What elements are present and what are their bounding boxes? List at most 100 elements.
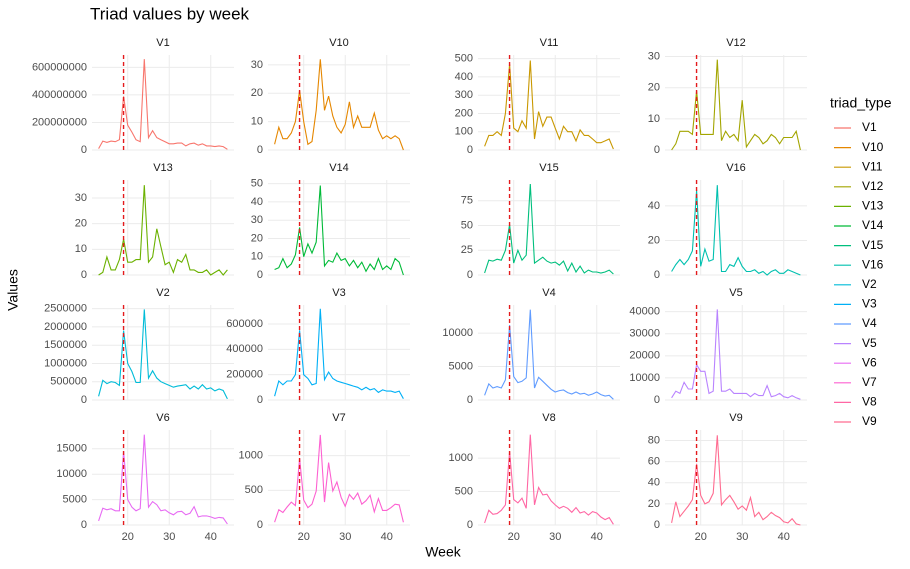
y-tick-label: 20 [648, 234, 660, 246]
panel-title: V14 [329, 162, 349, 174]
y-tick-label: 80 [648, 434, 660, 446]
y-tick-label: 10000 [629, 372, 660, 384]
y-tick-label: 0 [654, 519, 660, 531]
x-axis-label: Week [425, 544, 462, 560]
y-tick-label: 0 [257, 519, 263, 531]
y-tick-label: 500 [455, 53, 473, 65]
x-tick-label: 30 [339, 531, 351, 543]
y-tick-label: 75 [461, 195, 473, 207]
x-tick-label: 40 [381, 531, 393, 543]
y-tick-label: 10000 [442, 327, 473, 339]
y-tick-label: 200000 [226, 369, 263, 381]
panel-title: V2 [156, 287, 169, 299]
y-tick-label: 0 [81, 144, 87, 156]
data-line [671, 435, 801, 526]
x-tick-label: 40 [778, 531, 790, 543]
y-tick-label: 0 [654, 269, 660, 281]
y-tick-label: 2500000 [44, 303, 87, 315]
y-tick-label: 15000 [56, 443, 87, 455]
legend-title: triad_type [830, 95, 892, 111]
y-tick-label: 20 [75, 218, 87, 230]
y-tick-label: 30 [648, 50, 660, 62]
x-tick-label: 20 [298, 531, 310, 543]
y-tick-label: 0 [257, 394, 263, 406]
y-tick-label: 0 [81, 394, 87, 406]
panel-title: V16 [726, 162, 746, 174]
legend-label: V7 [862, 375, 877, 389]
data-line [671, 59, 801, 151]
y-tick-label: 10 [648, 113, 660, 125]
y-tick-label: 0 [654, 144, 660, 156]
y-tick-label: 40 [251, 196, 263, 208]
y-tick-label: 40 [648, 477, 660, 489]
x-tick-label: 20 [508, 531, 520, 543]
data-line [98, 309, 228, 400]
y-tick-label: 1000 [239, 450, 263, 462]
panel-title: V9 [729, 412, 742, 424]
y-tick-label: 20 [251, 232, 263, 244]
y-tick-label: 0 [467, 394, 473, 406]
y-tick-label: 50 [461, 219, 473, 231]
y-tick-label: 20000 [629, 350, 660, 362]
y-tick-label: 30 [75, 192, 87, 204]
legend-label: V3 [862, 297, 877, 311]
y-tick-label: 1500000 [44, 339, 87, 351]
legend-label: V15 [862, 238, 884, 252]
y-tick-label: 300 [455, 89, 473, 101]
y-tick-label: 200000000 [32, 116, 87, 128]
y-tick-label: 30000 [629, 328, 660, 340]
panel-title: V5 [729, 287, 742, 299]
y-tick-label: 20 [251, 87, 263, 99]
legend-label: V6 [862, 355, 877, 369]
legend-label: V5 [862, 336, 877, 350]
panel-title: V7 [332, 412, 345, 424]
y-tick-label: 5000 [63, 494, 87, 506]
legend-label: V8 [862, 395, 877, 409]
y-tick-label: 200 [455, 107, 473, 119]
panel-title: V12 [726, 37, 746, 49]
y-tick-label: 10000 [56, 468, 87, 480]
panel-title: V10 [329, 37, 349, 49]
panel-title: V11 [540, 37, 559, 49]
data-line [274, 434, 404, 523]
legend-label: V12 [862, 179, 884, 193]
y-tick-label: 500 [455, 485, 473, 497]
panel-title: V15 [539, 162, 559, 174]
data-line [671, 185, 801, 276]
y-tick-label: 500 [245, 484, 263, 496]
panel-title: V1 [156, 37, 169, 49]
y-tick-label: 400000000 [32, 89, 87, 101]
y-tick-label: 600000000 [32, 61, 87, 73]
data-line [274, 308, 404, 399]
x-tick-label: 30 [163, 531, 175, 543]
y-tick-label: 500000 [50, 376, 87, 388]
x-tick-label: 40 [205, 531, 217, 543]
x-tick-label: 20 [695, 531, 707, 543]
y-tick-label: 1000 [449, 452, 473, 464]
y-tick-label: 0 [467, 144, 473, 156]
legend-label: V2 [862, 277, 877, 291]
y-tick-label: 5000 [449, 360, 473, 372]
y-tick-label: 0 [81, 519, 87, 531]
y-tick-label: 400000 [226, 343, 263, 355]
legend-label: V1 [862, 120, 877, 134]
y-tick-label: 400 [455, 71, 473, 83]
y-tick-label: 0 [81, 269, 87, 281]
legend-label: V13 [862, 199, 884, 213]
y-tick-label: 60 [648, 456, 660, 468]
legend-label: V14 [862, 218, 884, 232]
y-tick-label: 10 [251, 116, 263, 128]
data-line [484, 309, 614, 400]
y-tick-label: 30 [251, 59, 263, 71]
panel-title: V8 [542, 412, 555, 424]
legend-label: V11 [862, 159, 883, 173]
legend-label: V9 [862, 414, 877, 428]
y-tick-label: 30 [251, 214, 263, 226]
x-tick-label: 40 [591, 531, 603, 543]
legend-label: V4 [862, 316, 877, 330]
y-tick-label: 0 [654, 394, 660, 406]
x-tick-label: 30 [549, 531, 561, 543]
panel-title: V3 [332, 287, 345, 299]
data-line [484, 60, 614, 150]
